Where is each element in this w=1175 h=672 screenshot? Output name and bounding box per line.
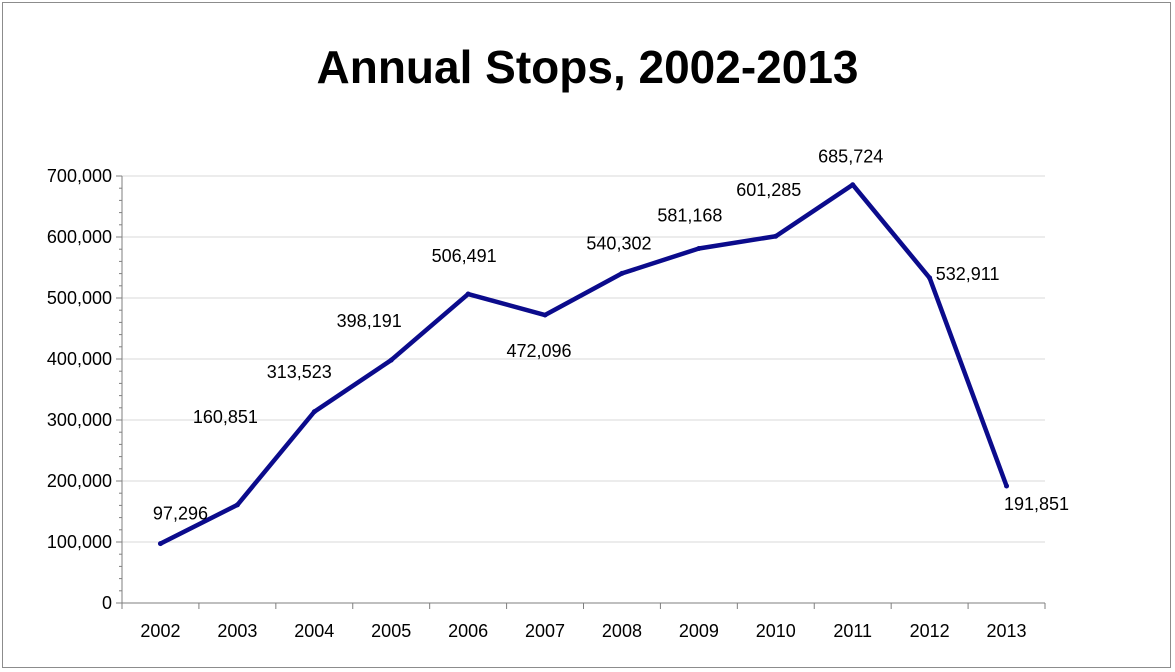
y-tick-label: 0 xyxy=(102,593,112,613)
x-tick-label: 2012 xyxy=(910,621,950,641)
data-label: 601,285 xyxy=(736,180,801,200)
data-point xyxy=(311,409,317,415)
data-label: 398,191 xyxy=(337,311,402,331)
data-label: 313,523 xyxy=(267,362,332,382)
data-label: 685,724 xyxy=(818,147,883,167)
data-point xyxy=(927,275,933,281)
y-tick-label: 200,000 xyxy=(47,471,112,491)
axes: 0 100,000 200,000 300,000 400,000 500,000 600,… xyxy=(47,166,1046,641)
x-tick-label: 2010 xyxy=(756,621,796,641)
data-point xyxy=(465,291,471,297)
data-point xyxy=(234,502,240,508)
x-tick-label: 2003 xyxy=(217,621,257,641)
series-line xyxy=(158,182,1009,546)
data-label: 191,851 xyxy=(1004,494,1069,514)
x-tick-label: 2004 xyxy=(294,621,334,641)
x-tick-label: 2013 xyxy=(987,621,1027,641)
y-tick-label: 700,000 xyxy=(47,166,112,186)
data-point xyxy=(773,233,779,239)
data-label: 97,296 xyxy=(153,504,208,524)
gridlines xyxy=(122,175,1045,543)
data-point xyxy=(619,270,625,276)
data-labels: 97,296 160,851 313,523 398,191 506,491 472,09… xyxy=(153,147,1069,524)
x-tick-label: 2002 xyxy=(140,621,180,641)
x-tick-label: 2007 xyxy=(525,621,565,641)
data-point xyxy=(850,182,856,188)
data-point xyxy=(157,541,163,547)
data-label: 540,302 xyxy=(586,233,651,253)
y-tick-label: 300,000 xyxy=(47,410,112,430)
x-tick-label: 2005 xyxy=(371,621,411,641)
y-tick-label: 500,000 xyxy=(47,288,112,308)
data-label: 160,851 xyxy=(193,407,258,427)
y-tick-label: 400,000 xyxy=(47,349,112,369)
data-label: 472,096 xyxy=(507,341,572,361)
x-tick-label: 2011 xyxy=(833,621,872,641)
data-point xyxy=(696,245,702,251)
series-layer xyxy=(157,182,1010,547)
x-tick-label: 2009 xyxy=(679,621,719,641)
data-point xyxy=(388,357,394,363)
data-label: 532,911 xyxy=(936,264,1000,284)
chart-title: Annual Stops, 2002-2013 xyxy=(316,41,859,93)
x-tick-label: 2008 xyxy=(602,621,642,641)
data-label: 506,491 xyxy=(432,246,497,266)
y-tick-label: 100,000 xyxy=(47,532,112,552)
data-label: 581,168 xyxy=(657,205,722,225)
y-tick-label: 600,000 xyxy=(47,227,112,247)
x-tick-label: 2006 xyxy=(448,621,488,641)
data-point xyxy=(542,312,548,318)
data-point xyxy=(1004,483,1010,489)
